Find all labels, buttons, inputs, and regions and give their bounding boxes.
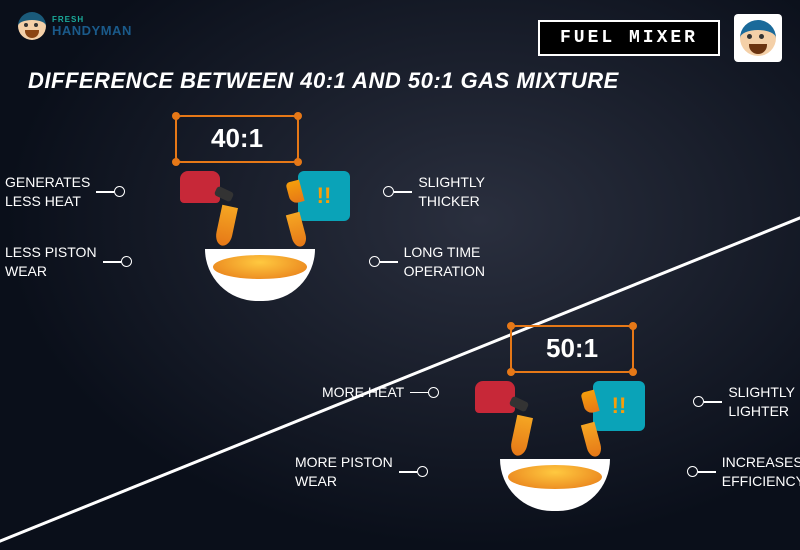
point-40-bl: LESS PISTON WEAR [5,243,132,281]
handyman-face-icon [18,12,46,40]
mixing-bowl-icon [205,249,315,301]
mixer-40-graphic: !! [160,171,360,301]
ratio-50-label: 50:1 [546,333,598,363]
point-40-tr: SLIGHTLY THICKER [383,173,485,211]
ratio-40-box: 40:1 [175,115,299,163]
corner-dot-icon [294,112,302,120]
corner-dot-icon [172,158,180,166]
corner-dot-icon [507,322,515,330]
oil-bottle-icon: !! [593,381,645,431]
bullet-ring-icon [369,256,380,267]
fuel-nozzle-icon [180,171,220,203]
corner-dot-icon [294,158,302,166]
point-40-br: LONG TIME OPERATION [369,243,485,281]
fuel-mixer-badge: FUEL MIXER [538,20,720,56]
point-40-tl: GENERATES LESS HEAT [5,173,125,211]
bullet-ring-icon [693,396,704,407]
bullet-ring-icon [687,466,698,477]
ratio-40-label: 40:1 [211,123,263,153]
ratio-50-box: 50:1 [510,325,634,373]
fuel-nozzle-icon [475,381,515,413]
bullet-ring-icon [121,256,132,267]
oil-bottle-icon: !! [298,171,350,221]
bullet-ring-icon [383,186,394,197]
bullet-ring-icon [114,186,125,197]
fuel-stream-icon [509,415,533,457]
logo-left: FRESH HANDYMAN [18,12,132,40]
bullet-ring-icon [417,466,428,477]
logo-text: FRESH HANDYMAN [52,16,132,37]
avatar-box [734,14,782,62]
point-50-tr: SLIGHTLY LIGHTER [693,383,795,421]
section-40-1: 40:1 !! GENERATES LESS HEAT SLIGHTLY THI… [45,115,475,301]
corner-dot-icon [629,322,637,330]
section-50-1: 50:1 !! MORE HEAT SLIGHTLY LIGHTER MORE … [340,325,770,511]
point-50-br: INCREASES EFFICIENCY [687,453,800,491]
corner-dot-icon [629,368,637,376]
mixing-bowl-icon [500,459,610,511]
logo-bottom: HANDYMAN [52,24,132,37]
mixer-50-graphic: !! [455,381,655,511]
point-50-bl: MORE PISTON WEAR [295,453,428,491]
main-title: DIFFERENCE BETWEEN 40:1 AND 50:1 GAS MIX… [28,68,619,94]
point-50-tl: MORE HEAT [322,383,439,402]
header-right: FUEL MIXER [538,14,782,62]
corner-dot-icon [507,368,515,376]
fuel-stream-icon [214,205,238,247]
avatar-face-icon [740,20,776,56]
bullet-ring-icon [428,387,439,398]
corner-dot-icon [172,112,180,120]
